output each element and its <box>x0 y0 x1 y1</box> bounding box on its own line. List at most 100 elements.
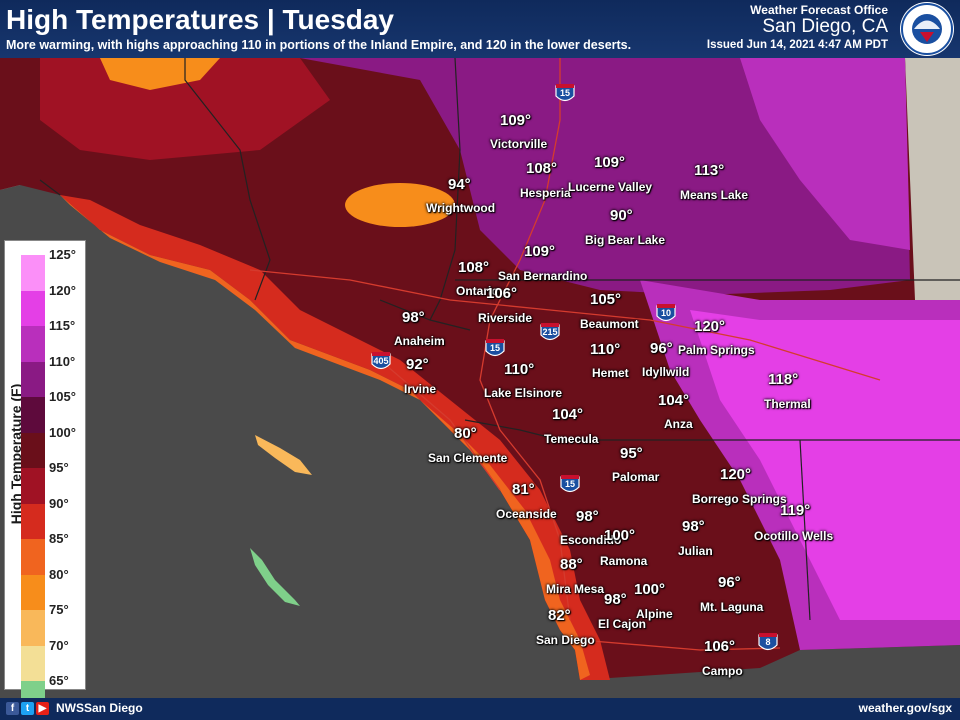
footer-bar: f t ▶ NWSSan Diego weather.gov/sgx <box>0 698 960 720</box>
city-label: Riverside <box>478 311 533 325</box>
city-label: Lucerne Valley <box>568 180 653 194</box>
temp-label: 109° <box>524 243 556 260</box>
temp-label: 113° <box>694 162 725 179</box>
legend-swatch <box>21 503 45 539</box>
city-label: San Bernardino <box>498 269 588 283</box>
youtube-icon[interactable]: ▶ <box>36 702 49 715</box>
city-label: Irvine <box>404 382 437 396</box>
legend-swatch <box>21 681 45 699</box>
temp-label: 88° <box>560 556 583 573</box>
temp-label: 108° <box>458 259 490 276</box>
legend-tick-label: 80° <box>49 566 69 582</box>
city-label: Big Bear Lake <box>585 233 666 247</box>
city-label: Means Lake <box>680 188 749 202</box>
highway-shield-icon: 15 <box>560 474 580 496</box>
temp-label: 96° <box>718 574 741 591</box>
warm-band <box>100 58 220 90</box>
legend-tick-label: 100° <box>49 424 76 440</box>
island <box>255 435 312 475</box>
temp-label: 110° <box>504 361 535 378</box>
temp-label: 81° <box>512 481 535 498</box>
hot-area <box>690 310 960 620</box>
legend-swatch <box>21 397 45 433</box>
temp-label: 90° <box>610 207 633 224</box>
city-label: Thermal <box>764 397 811 411</box>
website-link[interactable]: weather.gov/sgx <box>858 701 952 715</box>
city-label: Escondido <box>560 533 622 547</box>
city-label: Beaumont <box>580 317 639 331</box>
city-label: San Diego <box>536 633 595 647</box>
city-label: Anaheim <box>394 334 445 348</box>
temp-label: 104° <box>658 392 690 409</box>
city-label: San Clemente <box>428 451 508 465</box>
city-label: Oceanside <box>496 507 557 521</box>
temp-label: 108° <box>526 160 558 177</box>
temp-label: 80° <box>454 425 477 442</box>
social-handle[interactable]: NWSSan Diego <box>56 701 143 715</box>
legend-tick-label: 105° <box>49 389 76 404</box>
highway-shield-icon: 8 <box>758 632 778 654</box>
city-label: Hesperia <box>520 186 571 200</box>
temp-label: 106° <box>486 285 518 302</box>
temperature-legend: High Temperature (F) 125° 120° 115° 110° 105… <box>4 240 86 699</box>
mountain-area <box>345 183 455 227</box>
temp-label: 82° <box>548 607 571 624</box>
legend-swatch <box>21 432 45 468</box>
city-label: Temecula <box>544 432 599 446</box>
city-label: Julian <box>678 544 713 558</box>
highway-shield-icon: 405 <box>371 351 391 373</box>
temp-label: 100° <box>634 581 666 598</box>
temp-label: 94° <box>448 176 471 193</box>
facebook-icon[interactable]: f <box>6 702 19 715</box>
office-label: Weather Forecast Office <box>750 3 888 17</box>
temp-label: 100° <box>604 527 636 544</box>
office-location: San Diego, CA <box>762 16 888 37</box>
temp-label: 110° <box>590 341 621 358</box>
temp-label: 109° <box>500 112 532 129</box>
temp-label: 96° <box>650 340 673 357</box>
highway-shield-icon: 15 <box>555 83 575 105</box>
warm-band <box>40 58 330 160</box>
header-bar: High Temperatures | Tuesday More warming… <box>0 0 960 58</box>
city-label: Ocotillo Wells <box>754 529 834 543</box>
legend-tick-label: 120° <box>49 282 76 298</box>
legend-swatch <box>21 539 45 575</box>
legend-tick-label: 85° <box>49 531 69 546</box>
temp-label: 98° <box>402 309 425 326</box>
twitter-icon[interactable]: t <box>21 702 34 715</box>
highway-shield-icon: 10 <box>656 303 676 325</box>
city-label: Palomar <box>612 470 660 484</box>
legend-tick-label: 75° <box>49 602 69 617</box>
temp-label: 98° <box>682 518 705 535</box>
legend-swatch <box>21 326 45 362</box>
legend-swatch <box>21 290 45 326</box>
temp-label: 106° <box>704 638 736 655</box>
temp-label: 104° <box>552 406 584 423</box>
legend-tick-label: 65° <box>49 673 69 688</box>
legend-swatch <box>21 255 45 291</box>
island <box>250 548 300 606</box>
hot-area <box>300 58 910 295</box>
city-label: Lake Elsinore <box>484 386 563 400</box>
temp-label: 120° <box>694 318 726 335</box>
legend-swatch <box>21 574 45 610</box>
hot-area <box>740 58 910 250</box>
legend-swatch <box>21 361 45 397</box>
city-label: Anza <box>664 417 693 431</box>
legend-tick-label: 70° <box>49 637 69 653</box>
legend-tick-label: 95° <box>49 460 69 475</box>
temp-label: 92° <box>406 356 429 373</box>
social-icons: f t ▶ <box>6 702 49 715</box>
city-label: Wrightwood <box>426 201 496 215</box>
legend-tick-label: 115° <box>49 318 76 333</box>
temp-label: 98° <box>576 508 599 525</box>
legend-swatch <box>21 645 45 681</box>
city-label: El Cajon <box>598 617 647 631</box>
page-subtitle: More warming, with highs approaching 110… <box>6 38 632 52</box>
city-label: Ontario <box>456 284 499 298</box>
highway-lines <box>249 58 881 651</box>
city-label: Borrego Springs <box>692 492 787 506</box>
legend-tick-label: 110° <box>49 353 76 369</box>
temp-label: 95° <box>620 445 643 462</box>
